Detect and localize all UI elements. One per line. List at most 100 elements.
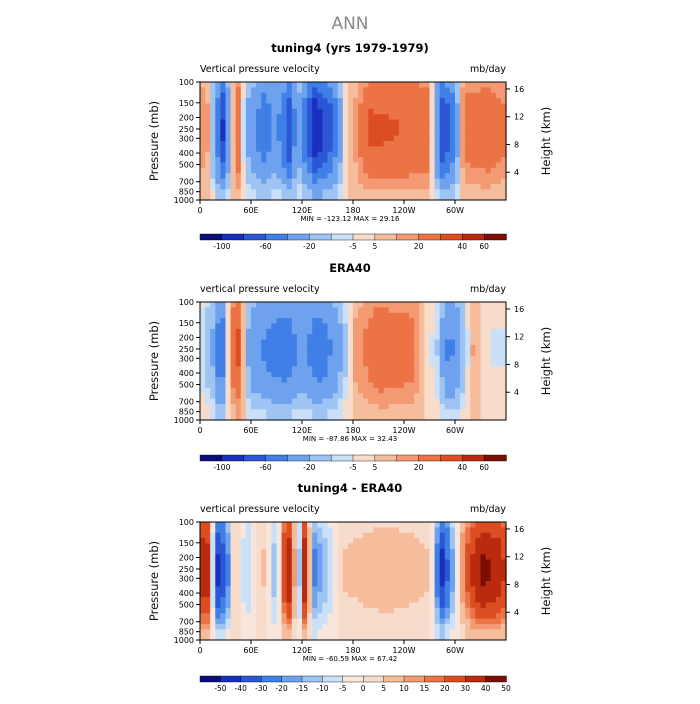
heat-cell <box>495 194 502 201</box>
heat-cell <box>404 98 410 105</box>
heat-cell <box>429 339 436 346</box>
heat-cell <box>419 602 425 609</box>
heat-cell <box>404 387 410 394</box>
heat-cell <box>327 586 334 593</box>
heat-cell <box>225 146 232 153</box>
heat-cell <box>271 409 278 416</box>
heat-cell <box>383 559 390 566</box>
heat-cell <box>307 581 313 587</box>
heat-cell <box>215 108 221 115</box>
heat-cell <box>271 339 278 346</box>
heat-cell <box>383 634 390 641</box>
heat-cell <box>332 387 339 394</box>
heat-cell <box>286 194 293 201</box>
heat-cell <box>373 92 380 99</box>
heat-cell <box>312 398 318 405</box>
heat-cell <box>495 151 502 158</box>
heat-cell <box>485 623 492 630</box>
colorbar-swatch <box>330 454 354 462</box>
heat-cell <box>347 183 354 190</box>
heat-cell <box>393 162 400 169</box>
heat-cell <box>398 173 405 180</box>
heat-cell <box>485 527 492 534</box>
heat-cell <box>205 532 211 539</box>
heat-cell <box>358 618 364 625</box>
heat-cell <box>276 548 283 555</box>
heat-cell <box>225 141 232 147</box>
heat-cell <box>475 103 482 110</box>
heat-cell <box>312 629 318 636</box>
colorbar-swatch <box>440 454 463 462</box>
heat-cell <box>455 366 461 373</box>
heat-cell <box>215 323 221 330</box>
heat-cell <box>276 361 283 367</box>
heat-cell <box>342 618 349 625</box>
heat-cell <box>347 564 354 571</box>
heat-cell <box>409 403 415 410</box>
heat-cell <box>322 124 329 131</box>
heat-cell <box>291 157 298 164</box>
heat-cell <box>398 194 405 201</box>
heat-cell <box>200 371 206 378</box>
heat-cell <box>388 409 395 416</box>
heat-cell <box>286 527 293 534</box>
heat-cell <box>225 564 232 571</box>
heat-cell <box>353 581 359 587</box>
heat-cell <box>419 414 425 421</box>
heat-cell <box>347 323 354 330</box>
heat-cell <box>322 103 329 110</box>
heat-cell <box>200 98 206 105</box>
heat-cell <box>368 339 374 346</box>
heat-cell <box>251 344 257 351</box>
heat-cell <box>317 178 323 185</box>
heat-cell <box>455 538 461 545</box>
y-right-tick-label: 16 <box>514 305 524 314</box>
heat-cell <box>230 194 237 201</box>
heat-cell <box>439 382 446 389</box>
heat-cell <box>225 350 232 357</box>
heat-cell <box>363 178 369 185</box>
heat-cell <box>286 382 293 389</box>
heat-cell <box>337 575 344 582</box>
heat-cell <box>383 387 390 394</box>
heat-cell <box>500 130 507 137</box>
heat-cell <box>455 554 461 561</box>
heat-cell <box>317 194 323 201</box>
heat-cell <box>291 591 298 598</box>
heat-cell <box>327 403 334 410</box>
heat-cell <box>312 108 318 115</box>
heat-cell <box>480 382 487 389</box>
heat-cell <box>495 355 502 362</box>
heat-cell <box>429 328 436 335</box>
heat-cell <box>439 586 446 593</box>
heat-cell <box>475 334 482 341</box>
heat-cell <box>281 371 288 378</box>
heat-cell <box>266 323 272 330</box>
heat-cell <box>393 371 400 378</box>
heat-cell <box>225 403 232 410</box>
heat-cell <box>200 92 206 99</box>
heat-cell <box>485 119 492 126</box>
heat-cell <box>419 548 425 555</box>
heat-cell <box>347 570 354 577</box>
colorbar-swatch <box>199 675 222 683</box>
heat-cell <box>220 581 227 587</box>
heat-cell <box>230 629 237 636</box>
colorbar-swatch <box>301 675 324 683</box>
heat-cell <box>215 87 221 94</box>
heat-cell <box>347 634 354 641</box>
heat-cell <box>312 581 318 587</box>
heat-cell <box>373 623 380 630</box>
heat-cell <box>490 183 497 190</box>
heat-cell <box>383 162 390 169</box>
heat-cell <box>342 564 349 571</box>
heat-cell <box>495 82 502 88</box>
heat-cell <box>388 98 395 105</box>
heat-cell <box>373 130 380 137</box>
heat-cell <box>404 103 410 110</box>
heat-cell <box>398 591 405 598</box>
heat-cell <box>429 554 436 561</box>
heat-cell <box>205 591 211 598</box>
heat-cell <box>490 135 497 142</box>
heat-cell <box>200 629 206 636</box>
